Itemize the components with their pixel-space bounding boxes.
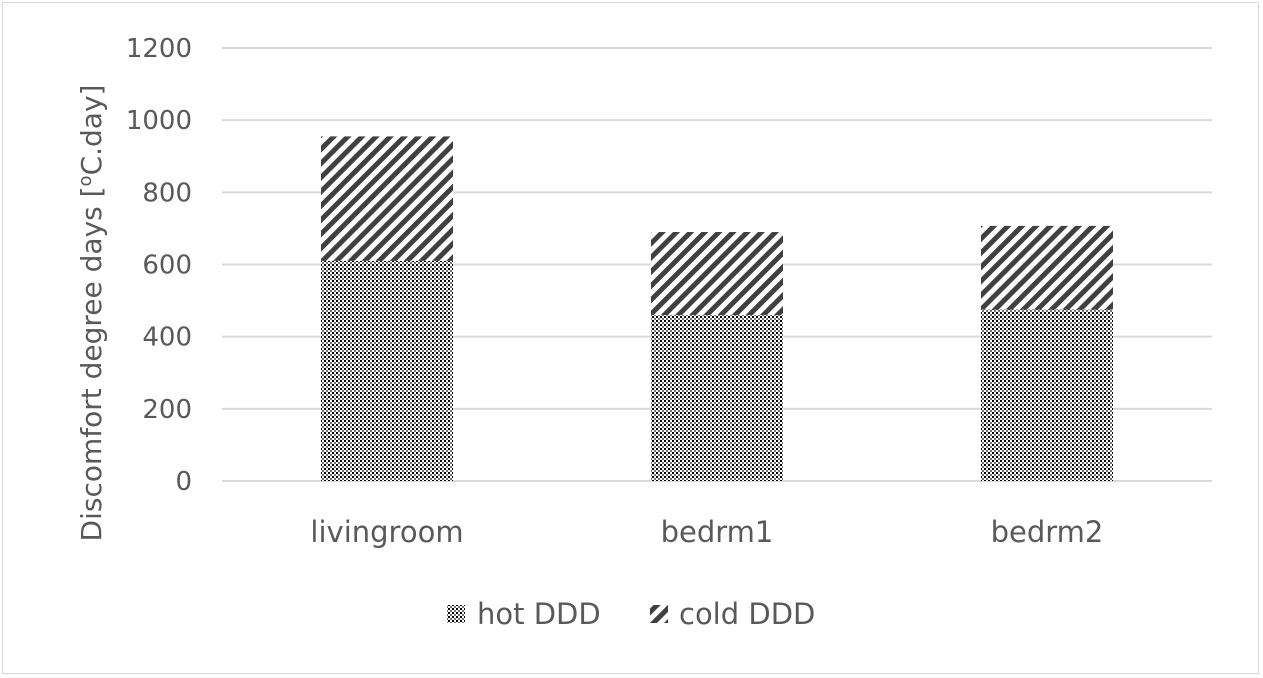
legend-label-hot: hot DDD xyxy=(477,597,601,631)
x-category-label: bedrm2 xyxy=(991,515,1104,549)
legend-swatch-hot xyxy=(447,605,465,623)
bar-cold-livingroom xyxy=(321,136,453,261)
bar-hot-bedrm2 xyxy=(981,309,1113,481)
y-axis-ticks: 0 200 400 600 800 1000 1200 xyxy=(126,34,192,497)
x-axis-categories: livingroom bedrm1 bedrm2 xyxy=(310,515,1103,549)
y-tick-label: 600 xyxy=(142,251,192,281)
legend-swatch-cold xyxy=(650,605,668,623)
bar-hot-livingroom xyxy=(321,260,453,481)
y-tick-label: 1000 xyxy=(126,106,192,136)
legend-label-cold: cold DDD xyxy=(679,597,815,631)
bars xyxy=(321,136,1113,481)
bar-cold-bedrm1 xyxy=(651,232,783,316)
bar-hot-bedrm1 xyxy=(651,315,783,481)
y-tick-label: 200 xyxy=(142,395,192,425)
legend: hot DDD cold DDD xyxy=(447,597,815,631)
y-axis-title: Discomfort degree days [oC.day] xyxy=(75,85,108,542)
x-category-label: bedrm1 xyxy=(661,515,774,549)
y-tick-label: 1200 xyxy=(126,34,192,64)
y-tick-label: 800 xyxy=(142,178,192,208)
y-tick-label: 0 xyxy=(175,467,192,497)
x-category-label: livingroom xyxy=(310,515,463,549)
y-tick-label: 400 xyxy=(142,323,192,353)
bar-cold-bedrm2 xyxy=(981,225,1113,310)
